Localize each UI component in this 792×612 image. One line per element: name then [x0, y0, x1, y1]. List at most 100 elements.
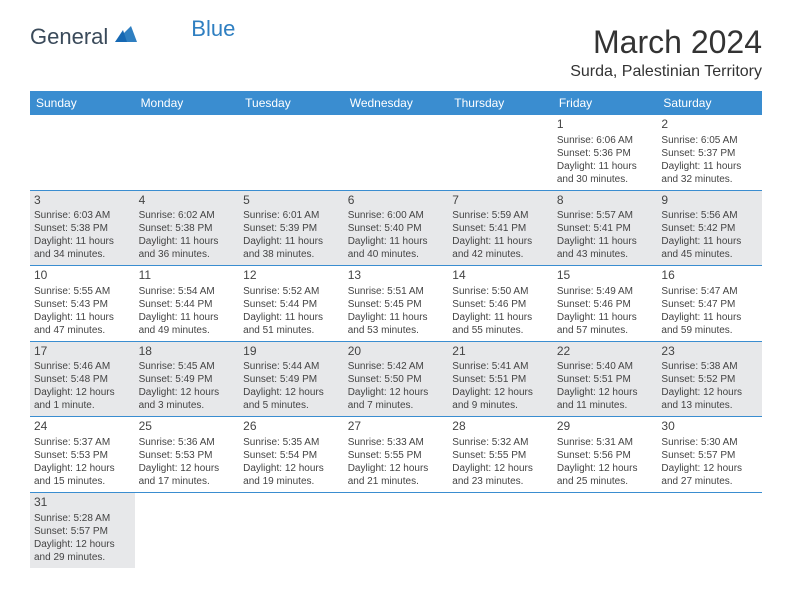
sunset-text: Sunset: 5:37 PM — [661, 147, 758, 160]
calendar-week: 3Sunrise: 6:03 AMSunset: 5:38 PMDaylight… — [30, 191, 762, 267]
daylight-text: Daylight: 11 hours and 34 minutes. — [34, 235, 131, 261]
sunrise-text: Sunrise: 5:57 AM — [557, 209, 654, 222]
daylight-text: Daylight: 12 hours and 5 minutes. — [243, 386, 340, 412]
sunset-text: Sunset: 5:39 PM — [243, 222, 340, 235]
empty-day — [135, 115, 240, 190]
empty-day — [553, 493, 658, 568]
day-number: 1 — [557, 117, 654, 133]
day-number: 10 — [34, 268, 131, 284]
day-cell: 30Sunrise: 5:30 AMSunset: 5:57 PMDayligh… — [657, 417, 762, 492]
sunrise-text: Sunrise: 5:28 AM — [34, 512, 131, 525]
sunset-text: Sunset: 5:46 PM — [452, 298, 549, 311]
day-number: 30 — [661, 419, 758, 435]
sunset-text: Sunset: 5:45 PM — [348, 298, 445, 311]
day-number: 27 — [348, 419, 445, 435]
sunrise-text: Sunrise: 5:46 AM — [34, 360, 131, 373]
day-number: 23 — [661, 344, 758, 360]
sunrise-text: Sunrise: 6:05 AM — [661, 134, 758, 147]
weekday-friday: Friday — [553, 91, 658, 115]
day-cell: 25Sunrise: 5:36 AMSunset: 5:53 PMDayligh… — [135, 417, 240, 492]
sunrise-text: Sunrise: 5:55 AM — [34, 285, 131, 298]
empty-day — [30, 115, 135, 190]
sunset-text: Sunset: 5:46 PM — [557, 298, 654, 311]
day-cell: 29Sunrise: 5:31 AMSunset: 5:56 PMDayligh… — [553, 417, 658, 492]
empty-day — [657, 493, 762, 568]
day-cell: 24Sunrise: 5:37 AMSunset: 5:53 PMDayligh… — [30, 417, 135, 492]
sunrise-text: Sunrise: 5:35 AM — [243, 436, 340, 449]
day-number: 12 — [243, 268, 340, 284]
daylight-text: Daylight: 11 hours and 53 minutes. — [348, 311, 445, 337]
sunset-text: Sunset: 5:44 PM — [139, 298, 236, 311]
day-number: 21 — [452, 344, 549, 360]
location: Surda, Palestinian Territory — [570, 63, 762, 81]
sunrise-text: Sunrise: 6:03 AM — [34, 209, 131, 222]
sunset-text: Sunset: 5:56 PM — [557, 449, 654, 462]
daylight-text: Daylight: 12 hours and 27 minutes. — [661, 462, 758, 488]
sunset-text: Sunset: 5:38 PM — [34, 222, 131, 235]
title-block: March 2024 Surda, Palestinian Territory — [570, 24, 762, 81]
daylight-text: Daylight: 11 hours and 43 minutes. — [557, 235, 654, 261]
sunrise-text: Sunrise: 6:02 AM — [139, 209, 236, 222]
sunrise-text: Sunrise: 5:49 AM — [557, 285, 654, 298]
sunrise-text: Sunrise: 5:36 AM — [139, 436, 236, 449]
day-cell: 1Sunrise: 6:06 AMSunset: 5:36 PMDaylight… — [553, 115, 658, 190]
day-cell: 26Sunrise: 5:35 AMSunset: 5:54 PMDayligh… — [239, 417, 344, 492]
sunset-text: Sunset: 5:55 PM — [452, 449, 549, 462]
weeks: 1Sunrise: 6:06 AMSunset: 5:36 PMDaylight… — [30, 115, 762, 568]
sunrise-text: Sunrise: 5:40 AM — [557, 360, 654, 373]
empty-day — [344, 115, 449, 190]
day-cell: 31Sunrise: 5:28 AMSunset: 5:57 PMDayligh… — [30, 493, 135, 568]
sunset-text: Sunset: 5:44 PM — [243, 298, 340, 311]
day-cell: 3Sunrise: 6:03 AMSunset: 5:38 PMDaylight… — [30, 191, 135, 266]
sunset-text: Sunset: 5:41 PM — [557, 222, 654, 235]
sunrise-text: Sunrise: 5:31 AM — [557, 436, 654, 449]
logo-sail-icon — [113, 24, 139, 50]
daylight-text: Daylight: 11 hours and 40 minutes. — [348, 235, 445, 261]
daylight-text: Daylight: 12 hours and 19 minutes. — [243, 462, 340, 488]
empty-day — [344, 493, 449, 568]
day-number: 17 — [34, 344, 131, 360]
daylight-text: Daylight: 12 hours and 17 minutes. — [139, 462, 236, 488]
sunset-text: Sunset: 5:47 PM — [661, 298, 758, 311]
day-cell: 4Sunrise: 6:02 AMSunset: 5:38 PMDaylight… — [135, 191, 240, 266]
daylight-text: Daylight: 11 hours and 51 minutes. — [243, 311, 340, 337]
empty-day — [239, 493, 344, 568]
calendar-week: 1Sunrise: 6:06 AMSunset: 5:36 PMDaylight… — [30, 115, 762, 191]
day-number: 6 — [348, 193, 445, 209]
daylight-text: Daylight: 11 hours and 30 minutes. — [557, 160, 654, 186]
sunset-text: Sunset: 5:48 PM — [34, 373, 131, 386]
sunset-text: Sunset: 5:57 PM — [34, 525, 131, 538]
weekday-saturday: Saturday — [657, 91, 762, 115]
daylight-text: Daylight: 11 hours and 45 minutes. — [661, 235, 758, 261]
sunrise-text: Sunrise: 5:41 AM — [452, 360, 549, 373]
day-cell: 21Sunrise: 5:41 AMSunset: 5:51 PMDayligh… — [448, 342, 553, 417]
daylight-text: Daylight: 11 hours and 42 minutes. — [452, 235, 549, 261]
day-cell: 2Sunrise: 6:05 AMSunset: 5:37 PMDaylight… — [657, 115, 762, 190]
sunset-text: Sunset: 5:53 PM — [139, 449, 236, 462]
daylight-text: Daylight: 11 hours and 49 minutes. — [139, 311, 236, 337]
daylight-text: Daylight: 11 hours and 47 minutes. — [34, 311, 131, 337]
header: General Blue March 2024 Surda, Palestini… — [30, 24, 762, 81]
daylight-text: Daylight: 12 hours and 9 minutes. — [452, 386, 549, 412]
sunset-text: Sunset: 5:41 PM — [452, 222, 549, 235]
sunset-text: Sunset: 5:49 PM — [139, 373, 236, 386]
sunrise-text: Sunrise: 5:51 AM — [348, 285, 445, 298]
sunset-text: Sunset: 5:43 PM — [34, 298, 131, 311]
sunset-text: Sunset: 5:38 PM — [139, 222, 236, 235]
sunset-text: Sunset: 5:40 PM — [348, 222, 445, 235]
sunrise-text: Sunrise: 5:42 AM — [348, 360, 445, 373]
calendar-week: 10Sunrise: 5:55 AMSunset: 5:43 PMDayligh… — [30, 266, 762, 342]
sunset-text: Sunset: 5:57 PM — [661, 449, 758, 462]
day-cell: 14Sunrise: 5:50 AMSunset: 5:46 PMDayligh… — [448, 266, 553, 341]
weekday-wednesday: Wednesday — [344, 91, 449, 115]
sunset-text: Sunset: 5:51 PM — [557, 373, 654, 386]
weekday-header: Sunday Monday Tuesday Wednesday Thursday… — [30, 91, 762, 115]
day-number: 20 — [348, 344, 445, 360]
day-cell: 23Sunrise: 5:38 AMSunset: 5:52 PMDayligh… — [657, 342, 762, 417]
day-number: 25 — [139, 419, 236, 435]
day-number: 15 — [557, 268, 654, 284]
day-number: 22 — [557, 344, 654, 360]
calendar-week: 17Sunrise: 5:46 AMSunset: 5:48 PM Dayligh… — [30, 342, 762, 418]
day-number: 11 — [139, 268, 236, 284]
day-number: 31 — [34, 495, 131, 511]
